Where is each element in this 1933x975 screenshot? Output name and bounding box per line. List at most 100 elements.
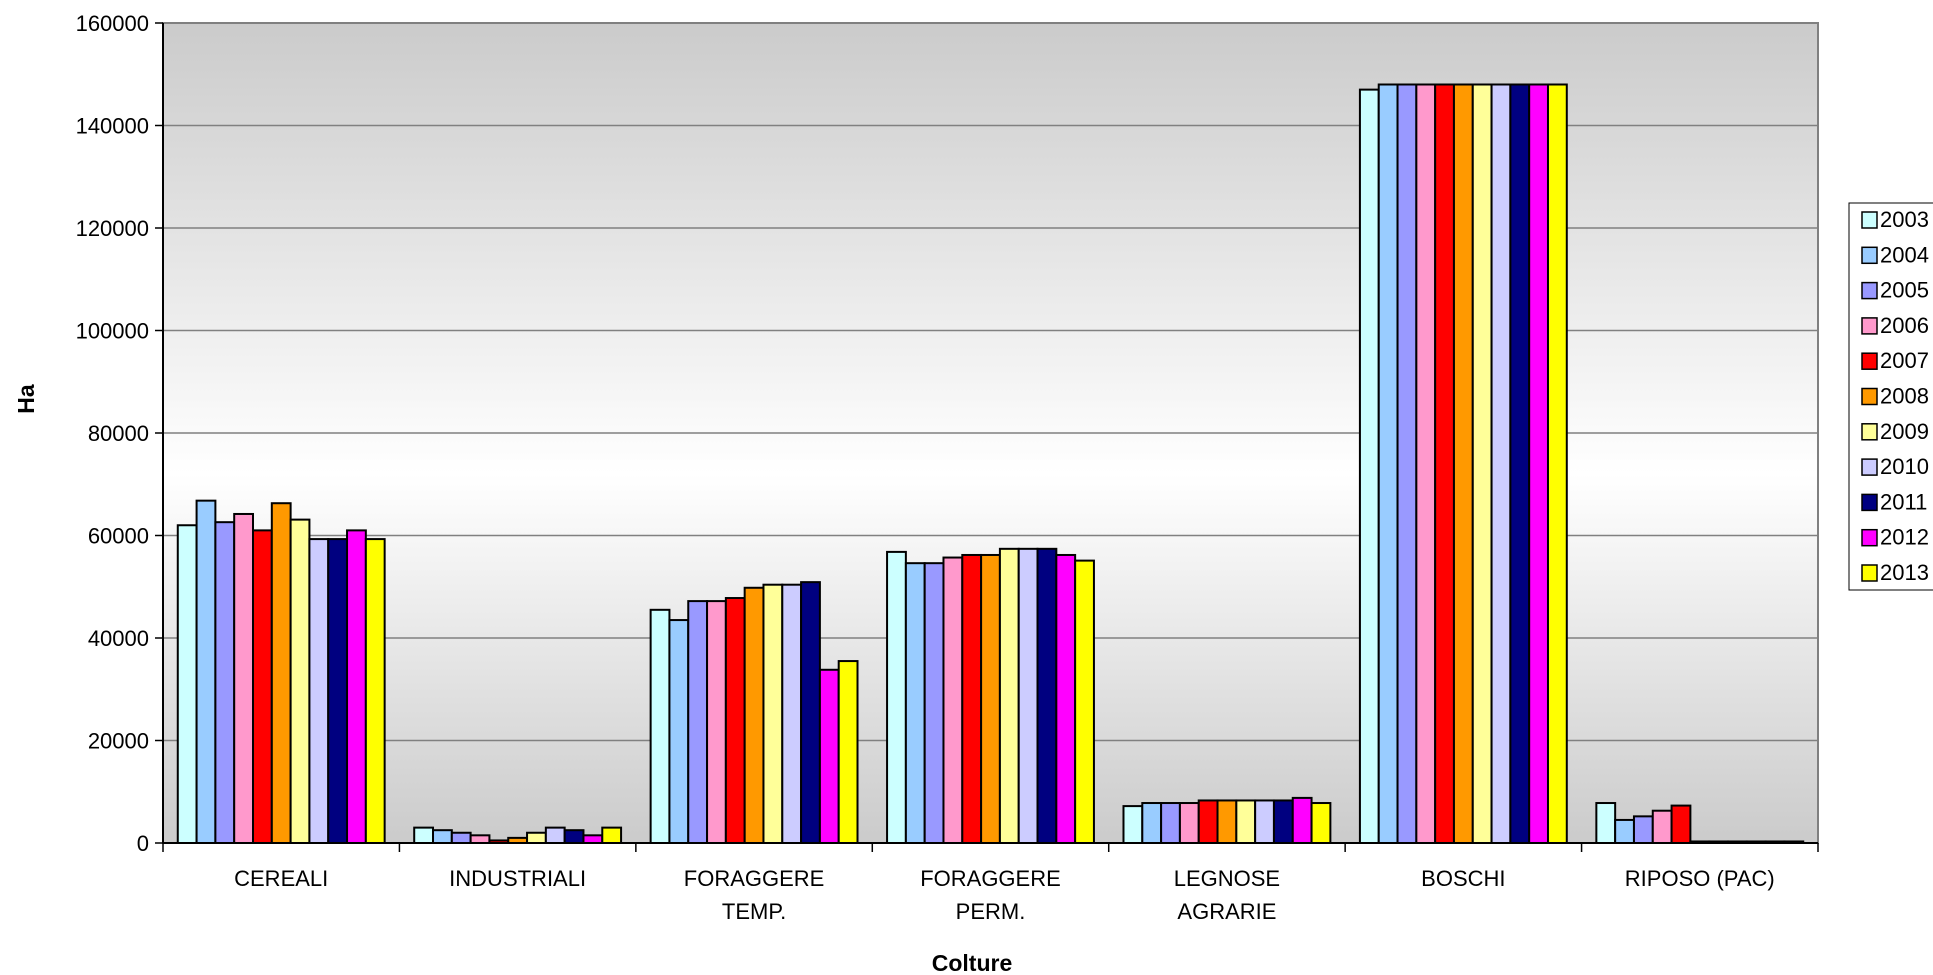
bar xyxy=(1528,83,1549,844)
bar xyxy=(1632,815,1654,844)
bar xyxy=(469,834,491,844)
legend-label: 2005 xyxy=(1880,278,1929,303)
bar xyxy=(1122,805,1144,844)
bar xyxy=(1396,83,1418,844)
bar xyxy=(563,829,585,844)
bar xyxy=(904,562,926,844)
bar xyxy=(1272,799,1294,845)
bar xyxy=(837,660,859,844)
bar xyxy=(582,834,604,844)
y-tick-label: 100000 xyxy=(76,319,149,344)
x-category-label: INDUSTRIALI xyxy=(449,866,586,891)
bar xyxy=(1670,804,1692,845)
bar xyxy=(942,556,964,844)
bar xyxy=(886,550,907,845)
x-category-label: AGRARIE xyxy=(1177,899,1276,924)
bar xyxy=(1254,799,1275,845)
x-category-labels: CEREALI INDUSTRIALI FORAGGERE TEMP. FORAGGER… xyxy=(234,866,1775,924)
legend-swatch xyxy=(1861,281,1878,300)
bar xyxy=(706,600,727,844)
legend-swatch xyxy=(1861,352,1878,370)
legend-swatch xyxy=(1861,528,1878,547)
bar xyxy=(1415,83,1437,844)
x-axis-title: Colture xyxy=(932,950,1013,975)
bar xyxy=(252,529,273,844)
y-tick-label: 140000 xyxy=(76,114,149,139)
bar xyxy=(176,524,198,844)
y-tick-label: 20000 xyxy=(88,729,149,754)
bar xyxy=(961,553,983,844)
y-tick-labels: 0 20000 40000 60000 80000 100000 120000 140000 1… xyxy=(76,11,149,856)
bar xyxy=(1160,802,1181,845)
bar xyxy=(214,521,236,844)
bar xyxy=(1310,802,1332,845)
bar xyxy=(233,512,255,844)
bar xyxy=(1235,799,1257,845)
legend-label: 2010 xyxy=(1880,454,1929,479)
bar xyxy=(413,826,435,844)
bar xyxy=(289,518,311,844)
bar xyxy=(800,581,821,844)
bar xyxy=(1614,818,1635,844)
legend-label: 2012 xyxy=(1880,525,1929,550)
legend-label: 2008 xyxy=(1880,384,1929,409)
y-tick-label: 120000 xyxy=(76,216,149,241)
bar xyxy=(762,583,784,844)
x-category-label: FORAGGERE xyxy=(920,866,1061,891)
bar xyxy=(1074,559,1095,844)
bar xyxy=(743,586,765,845)
bar xyxy=(308,538,330,845)
y-tick-label: 80000 xyxy=(88,421,149,446)
x-category-label: LEGNOSE xyxy=(1174,866,1280,891)
bar xyxy=(1452,83,1474,844)
legend-swatch xyxy=(1861,423,1878,441)
legend-label: 2009 xyxy=(1880,419,1929,444)
bar xyxy=(1178,802,1200,845)
legend-label: 2006 xyxy=(1880,313,1929,338)
axes xyxy=(155,22,1819,852)
bar xyxy=(601,826,623,844)
y-tick-label: 60000 xyxy=(88,524,149,549)
y-tick-label: 160000 xyxy=(76,11,149,36)
bar xyxy=(1595,802,1617,845)
legend-label: 2004 xyxy=(1880,242,1929,267)
bar xyxy=(526,831,547,844)
bar xyxy=(687,600,709,844)
y-tick-label: 40000 xyxy=(88,626,149,651)
x-category-label: RIPOSO (PAC) xyxy=(1625,866,1775,891)
bar xyxy=(544,826,566,844)
legend-swatch xyxy=(1861,211,1878,229)
legend-swatch xyxy=(1861,387,1878,406)
bar xyxy=(327,538,349,845)
bar xyxy=(1490,83,1512,844)
bar xyxy=(450,831,472,844)
bar xyxy=(649,608,671,844)
bar xyxy=(1651,809,1673,845)
y-tick-label: 0 xyxy=(137,831,149,856)
legend-label: 2011 xyxy=(1880,489,1927,514)
bar xyxy=(1017,547,1039,844)
bars xyxy=(176,83,1805,845)
legend-swatch xyxy=(1861,564,1878,582)
bar xyxy=(1509,83,1531,844)
bar xyxy=(1291,796,1313,845)
bar xyxy=(1216,799,1238,845)
y-axis-title: Ha xyxy=(13,384,39,414)
x-category-label: CEREALI xyxy=(234,866,328,891)
x-category-label: BOSCHI xyxy=(1421,866,1505,891)
bar xyxy=(346,529,367,844)
legend-label: 2013 xyxy=(1880,560,1929,585)
bar xyxy=(998,547,1020,844)
bar xyxy=(195,499,217,844)
x-category-label: FORAGGERE xyxy=(684,866,825,891)
legend-label: 2007 xyxy=(1880,348,1929,373)
bar xyxy=(364,538,386,845)
bar xyxy=(668,619,690,844)
legend-swatch xyxy=(1861,317,1878,335)
bar xyxy=(724,597,746,845)
x-category-label: TEMP. xyxy=(722,899,786,924)
bar xyxy=(1377,83,1399,844)
bar xyxy=(923,562,945,844)
bar xyxy=(270,502,292,844)
